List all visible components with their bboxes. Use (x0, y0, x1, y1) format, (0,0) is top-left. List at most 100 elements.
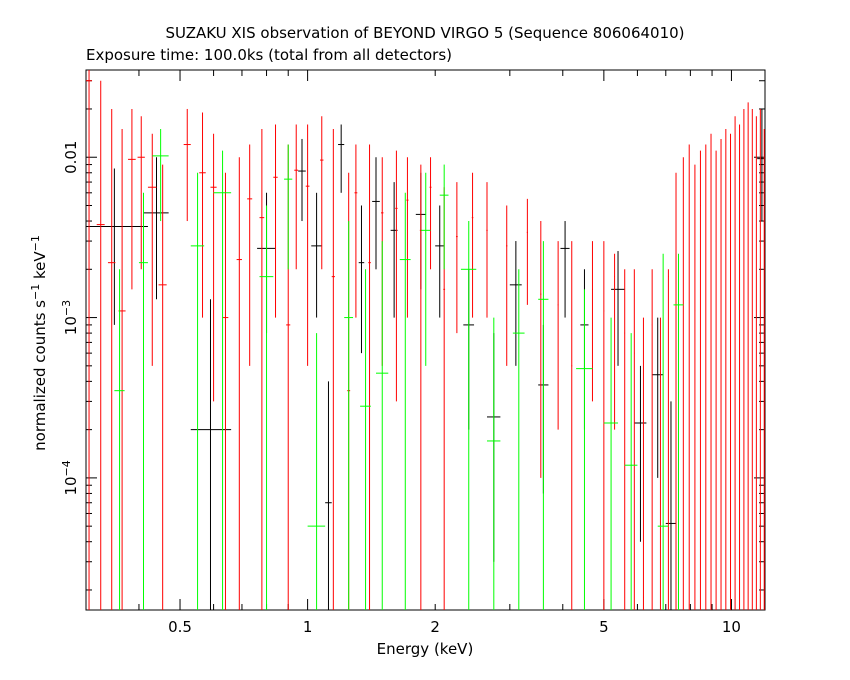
data-point (344, 221, 354, 610)
y-axis-label: normalized counts s−1 keV−1 (29, 235, 49, 451)
data-point (284, 144, 293, 270)
data-series (86, 70, 765, 610)
data-point (294, 124, 299, 270)
data-point (259, 205, 274, 610)
data-point (642, 317, 644, 610)
x-tick-label: 0.5 (168, 618, 192, 636)
data-point (603, 241, 605, 610)
y-axis-label-exp2: −1 (29, 235, 42, 251)
data-point (624, 269, 626, 610)
data-point (147, 133, 157, 366)
series-2 (114, 128, 684, 610)
x-tick-labels: 0.5 1 2 5 10 (168, 618, 741, 636)
data-point (406, 157, 409, 318)
data-point (439, 164, 449, 270)
data-point (591, 241, 593, 402)
data-point (190, 172, 205, 610)
data-point (509, 241, 522, 366)
data-point (471, 172, 474, 318)
data-point (368, 144, 371, 610)
x-tick-label: 10 (722, 618, 741, 636)
plot-frame-rect (85, 69, 766, 611)
y-axis-label-main: normalized counts s (31, 300, 49, 451)
data-point (512, 269, 525, 610)
data-point (560, 221, 570, 318)
data-point (158, 164, 167, 610)
data-point (633, 269, 635, 610)
data-point (506, 205, 508, 366)
y-tick-label-exponent: −4 (60, 460, 73, 476)
data-point (86, 168, 148, 325)
x-axis-label: Energy (keV) (377, 640, 474, 658)
data-point (460, 221, 477, 610)
data-point (338, 124, 345, 193)
data-point (651, 269, 653, 610)
data-point (137, 116, 145, 270)
data-point (298, 138, 306, 222)
data-point (429, 157, 432, 270)
data-point (86, 70, 93, 610)
data-point (652, 317, 664, 478)
data-point (376, 241, 389, 610)
data-point (435, 205, 445, 318)
y-tick-label-exponent: −3 (60, 300, 73, 316)
data-point (152, 128, 169, 222)
data-point (358, 205, 365, 354)
data-point (395, 150, 398, 402)
data-point (325, 381, 332, 610)
y-tick-label-base: 10 (62, 316, 80, 335)
data-point (420, 172, 431, 366)
y-tick-label-base: 10 (62, 476, 80, 495)
x-tick-label: 2 (430, 618, 440, 636)
data-point (538, 241, 549, 610)
data-point (486, 182, 488, 318)
data-point (576, 289, 593, 610)
data-point (259, 128, 265, 610)
y-axis-label-unit: keV (31, 251, 49, 284)
data-point (673, 253, 684, 610)
data-point (614, 253, 616, 430)
data-point (399, 192, 411, 610)
chart-subtitle: Exposure time: 100.0ks (total from all d… (86, 46, 452, 64)
data-point (273, 124, 278, 318)
data-point (199, 112, 206, 318)
data-point (331, 128, 335, 610)
data-point (222, 172, 229, 610)
data-point (320, 116, 324, 270)
data-point (657, 253, 669, 610)
data-point (210, 133, 217, 402)
data-point (540, 221, 542, 478)
data-point (128, 108, 136, 290)
y-tick-label: 0.01 (62, 141, 80, 174)
chart-title: SUZAKU XIS observation of BEYOND VIRGO 5… (165, 24, 684, 42)
data-point (114, 269, 125, 610)
data-point (611, 251, 625, 366)
data-point (311, 192, 322, 318)
y-tick-label: 10−3 (60, 300, 80, 335)
data-point (634, 365, 647, 542)
data-point (659, 317, 661, 610)
data-point (307, 333, 326, 610)
data-point (143, 157, 169, 300)
data-point (526, 198, 528, 305)
data-point (138, 192, 148, 610)
data-point (372, 157, 380, 270)
y-tick-label: 10−4 (60, 460, 80, 495)
x-tick-label: 1 (303, 618, 313, 636)
data-point (107, 108, 116, 610)
data-point (354, 144, 358, 318)
data-point (456, 182, 458, 334)
data-point (236, 157, 242, 610)
data-point (183, 108, 191, 222)
data-point (603, 317, 619, 610)
data-point (213, 150, 232, 610)
plot-frame (85, 69, 766, 611)
data-point (667, 269, 669, 610)
data-point (96, 80, 105, 610)
data-point (360, 269, 371, 610)
x-tick-label: 5 (599, 618, 609, 636)
data-point (557, 241, 559, 430)
